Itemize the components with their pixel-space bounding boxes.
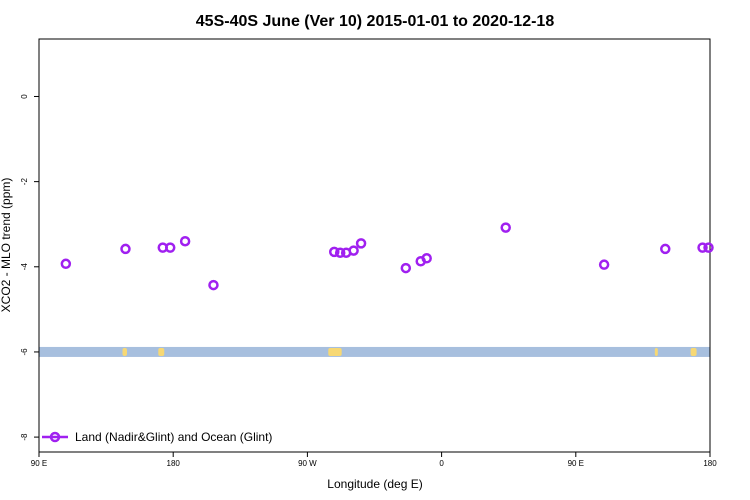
data-point [164,242,176,253]
y-tick-label: -4 [20,263,29,271]
data-point [348,245,359,256]
legend-entry-label: Land (Nadir&Glint) and Ocean (Glint) [75,430,272,444]
y-tick-label: 0 [20,94,29,99]
land-patch [328,347,342,356]
data-point [421,253,432,264]
land-patch [158,347,165,356]
legend-marker-swatch [49,431,61,443]
data-points [60,222,714,291]
data-point [703,242,714,253]
data-point [179,235,191,247]
data-point [328,246,340,258]
x-axis-label: Longitude (deg E) [327,477,422,491]
x-tick-label: 0 [439,459,444,468]
data-point [660,243,671,255]
y-axis-label: XCO2 - MLO trend (ppm) [0,178,13,313]
land-patch [654,347,658,356]
x-tick-label: 90 W [298,459,317,468]
x-tick-label: 180 [167,459,181,468]
y-tick-label: -6 [20,348,29,356]
ocean-band [39,346,710,357]
y-tick-label: -2 [20,178,29,186]
land-patch [122,347,127,356]
data-point [500,222,511,233]
x-tick-label: 90 E [31,459,47,468]
data-point [697,242,708,253]
data-point [208,279,219,291]
axes: 90 E 180 90 W 0 90 E 180 0 -2 -4 -6 -8 [20,38,717,468]
data-point [120,243,131,255]
data-point [60,258,72,270]
x-tick-label: 90 E [568,459,584,468]
data-point [334,247,346,258]
data-point [355,238,367,249]
data-point [598,259,610,270]
chart-title: 45S-40S June (Ver 10) 2015-01-01 to 2020… [196,13,555,30]
x-tick-label: 180 [703,459,717,468]
legend: Land (Nadir&Glint) and Ocean (Glint) [42,430,272,444]
y-tick-label: -8 [20,433,29,441]
surface-strip [39,346,710,357]
data-point [400,262,412,274]
plot-frame [38,38,711,453]
land-patch [690,347,697,356]
